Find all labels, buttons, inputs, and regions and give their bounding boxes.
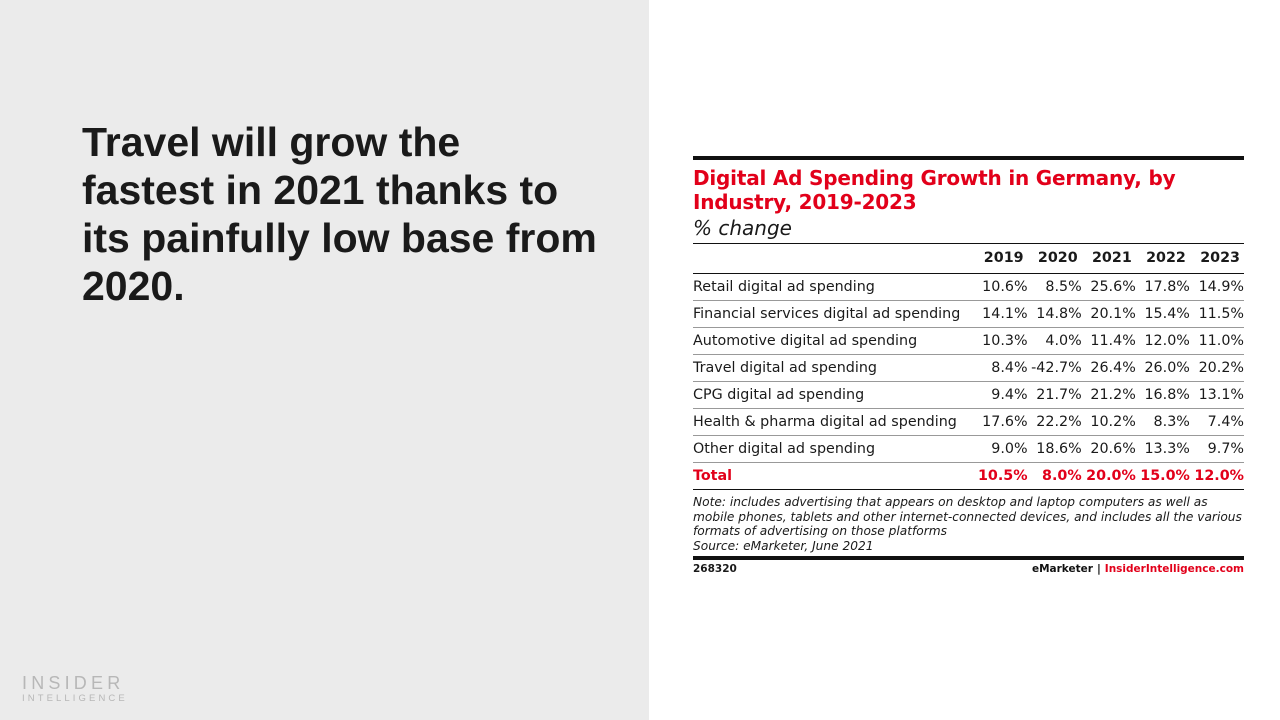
total-cell: 20.0% [1081,462,1136,490]
logo-line-1: INSIDER [22,673,125,693]
table-cell: 15.4% [1135,300,1190,328]
table-cell: 8.5% [1027,273,1082,301]
table-cell: 8.3% [1135,408,1190,436]
table-cell: 18.6% [1027,435,1082,463]
table-row: Other digital ad spending 9.0% 18.6% 20.6% 1… [693,435,1244,463]
brand-emarketer: eMarketer [1031,563,1093,576]
table-cell: 14.9% [1189,273,1244,301]
table-row: Automotive digital ad spending 10.3% 4.0% 1… [693,327,1244,355]
table-cell: 9.4% [973,381,1028,409]
total-cell: 8.0% [1027,462,1082,490]
insider-intelligence-logo: INSIDER INTELLIGENCE [22,673,128,705]
data-table: 2019 2020 2021 2022 2023 Retail digital … [693,243,1244,490]
header-blank [693,243,974,274]
table-cell: 12.0% [1135,327,1190,355]
table-cell: 21.7% [1027,381,1082,409]
column-header: 2022 [1135,243,1190,274]
table-cell: 20.6% [1081,435,1136,463]
source-text: Source: eMarketer, June 2021 [693,538,874,553]
row-label: Automotive digital ad spending [693,327,974,355]
table-cell: 20.2% [1189,354,1244,382]
table-row: Health & pharma digital ad spending 17.6%… [693,408,1244,436]
table-cell: 21.2% [1081,381,1136,409]
column-header: 2021 [1081,243,1136,274]
row-label: Financial services digital ad spending [693,300,974,328]
brand-site: InsiderIntelligence.com [1104,563,1244,576]
column-header: 2019 [973,243,1028,274]
chart-id: 268320 [693,563,737,576]
row-label: Retail digital ad spending [693,273,974,301]
table-cell: 4.0% [1027,327,1082,355]
total-row: Total 10.5% 8.0% 20.0% 15.0% 12.0% [693,462,1244,490]
table-body: Retail digital ad spending 10.6% 8.5% 25.6%… [693,273,1244,490]
table-cell: 17.6% [973,408,1028,436]
table-cell: 9.0% [973,435,1028,463]
table-cell: 16.8% [1135,381,1190,409]
table-cell: 9.7% [1189,435,1244,463]
table-cell: 11.5% [1189,300,1244,328]
table-cell: 13.1% [1189,381,1244,409]
column-header: 2020 [1027,243,1082,274]
total-cell: 15.0% [1135,462,1190,490]
table-cell: 26.4% [1081,354,1136,382]
table-cell: 10.6% [973,273,1028,301]
table-cell: 14.1% [973,300,1028,328]
chart-footer: 268320 eMarketer | InsiderIntelligence.com [693,563,1244,575]
table-cell: 26.0% [1135,354,1190,382]
table-cell: 17.8% [1135,273,1190,301]
row-label: Other digital ad spending [693,435,974,463]
left-panel: Travel will grow the fastest in 2021 tha… [0,0,649,720]
table-cell: 11.4% [1081,327,1136,355]
chart-note: Note: includes advertising that appears … [693,495,1244,553]
table-cell: 25.6% [1081,273,1136,301]
row-label: CPG digital ad spending [693,381,974,409]
table-row: Financial services digital ad spending 14… [693,300,1244,328]
table-row: Retail digital ad spending 10.6% 8.5% 25.6%… [693,273,1244,301]
brand-credit: eMarketer | InsiderIntelligence.com [1032,563,1244,575]
table-cell: 13.3% [1135,435,1190,463]
table-cell: -42.7% [1027,354,1082,382]
row-label: Health & pharma digital ad spending [693,408,974,436]
chart-subtitle: % change [693,216,792,240]
slide-headline: Travel will grow the fastest in 2021 tha… [82,119,597,309]
chart-title: Digital Ad Spending Growth in Germany, b… [693,166,1176,214]
table-cell: 22.2% [1027,408,1082,436]
bottom-rule [693,556,1244,561]
table-cell: 10.2% [1081,408,1136,436]
top-rule [693,156,1244,160]
total-cell: 12.0% [1189,462,1244,490]
table-cell: 20.1% [1081,300,1136,328]
logo-line-2: INTELLIGENCE [22,693,128,704]
brand-separator: | [1096,563,1101,576]
total-label: Total [693,462,974,490]
column-header: 2023 [1189,243,1244,274]
table-cell: 10.3% [973,327,1028,355]
table-cell: 11.0% [1189,327,1244,355]
note-text: Note: includes advertising that appears … [693,495,1242,539]
row-label: Travel digital ad spending [693,354,974,382]
table-cell: 8.4% [973,354,1028,382]
chart-card: Digital Ad Spending Growth in Germany, b… [693,156,1244,575]
total-cell: 10.5% [973,462,1028,490]
table-row: CPG digital ad spending 9.4% 21.7% 21.2% 16.… [693,381,1244,409]
header-row: 2019 2020 2021 2022 2023 [693,243,1244,274]
table-cell: 7.4% [1189,408,1244,436]
table-cell: 14.8% [1027,300,1082,328]
table-row: Travel digital ad spending 8.4% -42.7% 26.4… [693,354,1244,382]
